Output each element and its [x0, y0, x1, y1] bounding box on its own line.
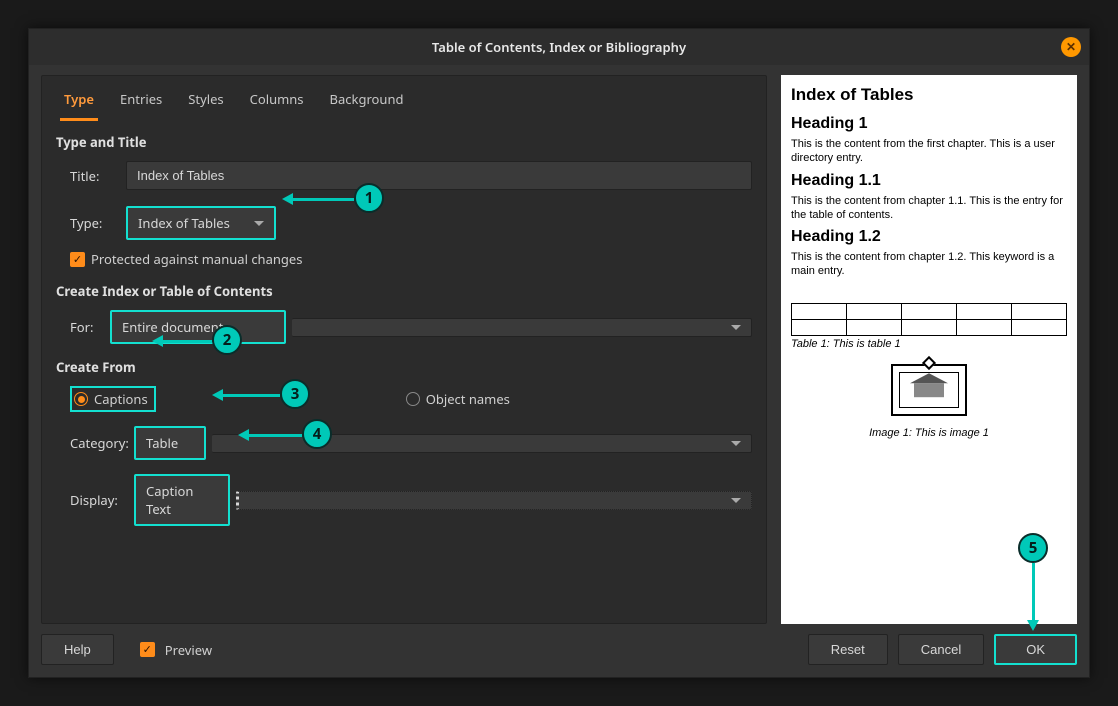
- type-label: Type:: [56, 214, 118, 232]
- for-select-rest[interactable]: [292, 318, 752, 337]
- display-select-rest[interactable]: [236, 491, 752, 510]
- chevron-down-icon: [731, 325, 741, 330]
- annotation-arrow-2: [162, 340, 212, 343]
- preview-p1: This is the content from the first chapt…: [791, 137, 1067, 166]
- preview-checkbox[interactable]: ✓: [140, 642, 155, 657]
- protected-checkbox[interactable]: ✓: [70, 252, 85, 267]
- for-label: For:: [56, 318, 102, 336]
- captions-radio[interactable]: [74, 392, 88, 406]
- ok-button[interactable]: OK: [994, 634, 1077, 665]
- object-names-radio[interactable]: [406, 392, 420, 406]
- display-select-highlight[interactable]: Caption Text: [134, 474, 230, 526]
- row-protected: ✓ Protected against manual changes: [42, 244, 766, 272]
- category-value: Table: [146, 434, 178, 452]
- preview-image-wrap: Image 1: This is image 1: [791, 364, 1067, 439]
- title-input[interactable]: [126, 161, 752, 190]
- preview-title: Index of Tables: [791, 85, 1067, 105]
- preview-table-caption: Table 1: This is table 1: [791, 338, 1067, 350]
- type-value: Index of Tables: [138, 214, 230, 232]
- annotation-arrow-3: [222, 394, 280, 397]
- preview-table: [791, 303, 1067, 336]
- row-display: Display: Caption Text: [42, 470, 766, 530]
- titlebar: Table of Contents, Index or Bibliography…: [29, 29, 1089, 65]
- annotation-arrow-5: [1032, 563, 1035, 621]
- house-icon: [910, 381, 948, 403]
- preview-image: [891, 364, 967, 416]
- object-names-label: Object names: [426, 390, 510, 408]
- tab-type[interactable]: Type: [60, 84, 98, 121]
- preview-h1: Heading 1: [791, 115, 1067, 133]
- dialog-title: Table of Contents, Index or Bibliography: [432, 38, 686, 56]
- help-button[interactable]: Help: [41, 634, 114, 665]
- annotation-3: 3: [280, 379, 310, 409]
- category-select-highlight[interactable]: Table: [134, 426, 206, 460]
- left-pane: Type Entries Styles Columns Background T…: [41, 75, 767, 624]
- row-title: Title:: [42, 157, 766, 194]
- chevron-down-icon: [254, 221, 264, 226]
- annotation-4: 4: [302, 419, 332, 449]
- reset-button[interactable]: Reset: [808, 634, 888, 665]
- display-value: Caption Text: [146, 482, 218, 518]
- preview-image-caption: Image 1: This is image 1: [791, 427, 1067, 439]
- annotation-5: 5: [1018, 533, 1048, 563]
- row-radios: Captions Object names: [42, 382, 766, 416]
- preview-p11: This is the content from chapter 1.1. Th…: [791, 194, 1067, 223]
- protected-label: Protected against manual changes: [91, 250, 302, 268]
- tab-entries[interactable]: Entries: [116, 84, 166, 121]
- row-category: Category: Table: [42, 422, 766, 464]
- for-value: Entire document: [122, 318, 223, 336]
- preview-checkbox-label: Preview: [165, 641, 212, 659]
- annotation-2: 2: [212, 325, 242, 355]
- section-create-index: Create Index or Table of Contents: [42, 272, 766, 306]
- type-select[interactable]: Index of Tables: [126, 206, 276, 240]
- chevron-down-icon: [731, 498, 741, 503]
- tab-columns[interactable]: Columns: [246, 84, 308, 121]
- title-label: Title:: [56, 167, 118, 185]
- tabs: Type Entries Styles Columns Background: [42, 80, 766, 123]
- captions-radio-wrap: Captions: [70, 386, 156, 412]
- tab-background[interactable]: Background: [326, 84, 408, 121]
- chevron-down-icon: [731, 441, 741, 446]
- row-for: For: Entire document: [42, 306, 766, 348]
- preview-h11: Heading 1.1: [791, 172, 1067, 190]
- preview-p12: This is the content from chapter 1.2. Th…: [791, 250, 1067, 279]
- section-create-from: Create From: [42, 348, 766, 382]
- close-icon[interactable]: ✕: [1061, 37, 1081, 57]
- display-label: Display:: [56, 491, 126, 509]
- preview-h12: Heading 1.2: [791, 228, 1067, 246]
- captions-label: Captions: [94, 390, 148, 408]
- toc-dialog: Table of Contents, Index or Bibliography…: [28, 28, 1090, 678]
- for-select-highlight[interactable]: Entire document: [110, 310, 286, 344]
- tab-styles[interactable]: Styles: [184, 84, 227, 121]
- footer: Help ✓ Preview Reset Cancel OK: [29, 624, 1089, 677]
- category-label: Category:: [56, 434, 126, 452]
- annotation-1: 1: [354, 183, 384, 213]
- cancel-button[interactable]: Cancel: [898, 634, 984, 665]
- row-type: Type: Index of Tables: [42, 202, 766, 244]
- section-type-title: Type and Title: [42, 123, 766, 157]
- annotation-arrow-1: [292, 198, 354, 201]
- dialog-body: Type Entries Styles Columns Background T…: [29, 65, 1089, 624]
- annotation-arrow-4: [248, 434, 302, 437]
